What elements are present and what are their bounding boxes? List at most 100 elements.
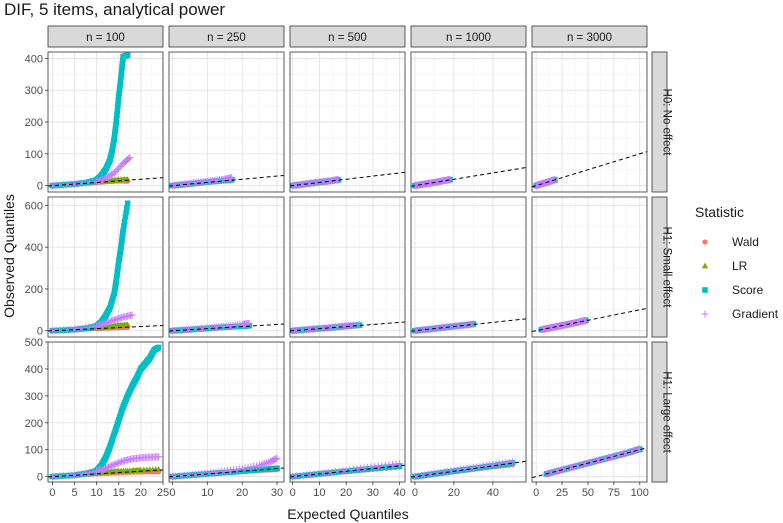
reference-line: [411, 460, 526, 478]
data-point: [115, 93, 122, 100]
data-point: [119, 60, 126, 67]
data-point: [627, 447, 635, 456]
row-strip-label: H0: No effect: [661, 89, 673, 157]
x-tick-label: 5: [71, 487, 77, 499]
data-point: [219, 178, 225, 184]
panel-background: [290, 342, 405, 482]
data-point: [508, 458, 516, 466]
data-point: [115, 164, 123, 172]
data-point: [114, 104, 121, 111]
panel: [410, 51, 527, 193]
data-point: [117, 81, 124, 87]
data-point: [124, 204, 130, 211]
data-point: [123, 209, 129, 216]
data-point: [155, 344, 162, 351]
data-point: [78, 470, 86, 478]
data-point: [114, 112, 120, 118]
panel-border: [289, 196, 406, 338]
data-point: [124, 321, 131, 328]
panel-border: [410, 51, 527, 193]
data-point: [347, 467, 354, 474]
series-gradient: [169, 174, 236, 190]
y-tick-label: 400: [25, 364, 43, 376]
y-tick-label: 400: [25, 242, 43, 254]
panel-border: [410, 341, 527, 483]
data-point: [115, 101, 121, 107]
column-strip-label: n = 250: [207, 32, 246, 44]
panel-border: [47, 196, 164, 338]
data-point: [120, 57, 126, 64]
data-point: [112, 125, 119, 132]
reference-line: [411, 167, 526, 187]
reference-line: [169, 323, 284, 332]
panel-border: [289, 341, 406, 483]
y-tick-label: 0: [37, 472, 43, 484]
panel-border: [47, 341, 164, 483]
x-tick-label: 20: [340, 487, 352, 499]
data-point: [356, 467, 363, 473]
panel-plot-area: [48, 52, 163, 190]
data-point: [111, 135, 118, 141]
data-point: [632, 446, 640, 454]
panel: [531, 196, 648, 338]
row-strip-label: H1: Large effect: [661, 371, 673, 453]
data-point: [124, 52, 131, 58]
panel-border: [289, 51, 406, 193]
x-tick-label: 25: [556, 487, 568, 499]
data-point: [154, 453, 163, 461]
legend-label: Score: [732, 283, 764, 297]
data-point: [94, 177, 102, 185]
reference-line: [532, 307, 647, 333]
reference-line: [169, 467, 284, 478]
panel: [47, 341, 164, 483]
data-point: [124, 200, 131, 207]
panel-plot-area: [290, 171, 405, 190]
data-point: [74, 470, 82, 478]
panel: [168, 196, 285, 338]
data-point: [81, 469, 90, 477]
legend-label: Wald: [732, 235, 759, 249]
data-point: [103, 464, 111, 472]
column-strip-label: n = 500: [328, 32, 367, 44]
data-point: [446, 175, 454, 184]
column-strip-label: n = 100: [86, 32, 125, 44]
x-tick-label: 10: [201, 487, 213, 499]
panel: [289, 341, 406, 483]
data-point: [262, 459, 271, 467]
x-tick-label: 50: [582, 487, 594, 499]
data-point: [118, 74, 124, 81]
data-point: [370, 465, 376, 472]
y-tick-label: 100: [25, 149, 43, 161]
data-point: [111, 131, 118, 138]
panel-background: [532, 197, 647, 337]
data-point: [122, 214, 129, 220]
data-point: [233, 323, 240, 330]
data-point: [250, 462, 258, 470]
data-point: [85, 468, 93, 477]
column-strip: [168, 25, 285, 48]
x-tick-label: 0: [412, 487, 418, 499]
data-point: [112, 128, 118, 135]
x-tick-label: 0: [169, 487, 175, 499]
panel-border: [168, 51, 285, 193]
panel-plot-area: [169, 174, 284, 190]
x-tick-label: 10: [91, 487, 103, 499]
data-point: [106, 462, 114, 471]
panel: [47, 196, 164, 338]
panel: [531, 51, 648, 193]
data-point: [112, 460, 120, 468]
data-point: [116, 90, 122, 97]
y-tick-label: 400: [25, 53, 43, 65]
data-point: [257, 461, 265, 469]
data-point: [396, 460, 404, 468]
y-tick-label: 0: [37, 326, 43, 338]
y-tick-label: 200: [25, 117, 43, 129]
legend-marker: [701, 310, 709, 318]
panel: [289, 51, 406, 193]
y-tick-label: 300: [25, 85, 43, 97]
legend-entry: Gradient: [697, 306, 779, 322]
reference-line: [290, 321, 405, 332]
x-tick-label: 20: [236, 487, 248, 499]
data-point: [81, 324, 90, 332]
